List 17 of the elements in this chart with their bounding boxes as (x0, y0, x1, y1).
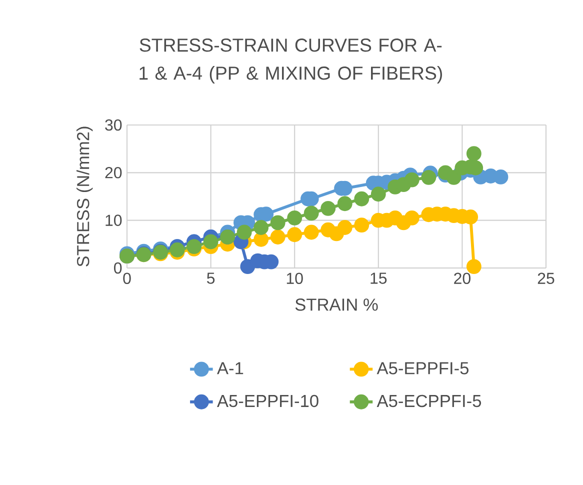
legend-label: A-1 (216, 362, 244, 374)
y-tick-label: 30 (105, 119, 122, 131)
chart-title: STRESS-STRAIN CURVES FOR A-1 & A-4 (PP & MIXING OF FIBERS) (140, 38, 442, 84)
x-tick-label: 0 (123, 272, 131, 284)
x-tick-label: 15 (370, 272, 387, 284)
legend-label: A5-EPPFI-10 (216, 394, 318, 408)
x-tick-label: 5 (207, 272, 215, 284)
x-tick-label: 10 (286, 272, 303, 284)
x-tick-label: 20 (454, 272, 470, 284)
legend-label: A5-EPPFI-5 (376, 362, 468, 374)
legend-label: A5-ECPPFI-5 (376, 394, 482, 408)
y-tick-label: 10 (106, 214, 122, 226)
y-tick-label: 0 (114, 262, 122, 274)
y-axis-title: STRESS (N/mm2) (76, 126, 93, 266)
x-axis-title: STRAIN % (295, 298, 378, 311)
y-tick-label: 20 (105, 167, 122, 178)
x-tick-label: 25 (538, 272, 554, 284)
